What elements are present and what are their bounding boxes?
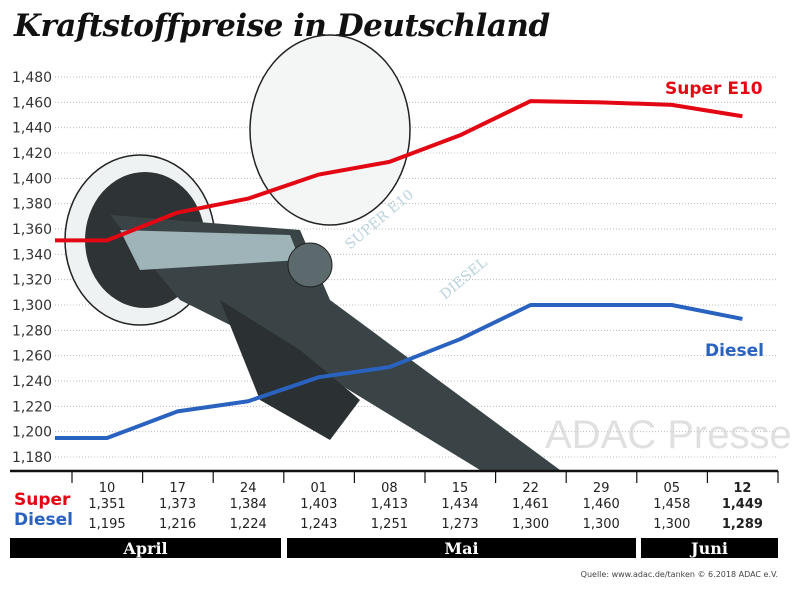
data-label: 1,373 <box>159 497 196 512</box>
data-label: 1,195 <box>88 517 125 532</box>
watermark: ADAC Presse <box>545 413 792 457</box>
data-label: 1,460 <box>583 497 620 512</box>
x-tick-label: 22 <box>522 481 539 496</box>
data-label: 1,243 <box>300 517 337 532</box>
y-tick-label: 1,240 <box>12 374 52 390</box>
data-label: 1,413 <box>371 497 408 512</box>
y-tick-label: 1,220 <box>12 399 52 415</box>
y-tick-label: 1,260 <box>12 349 52 365</box>
y-tick-label: 1,360 <box>12 222 52 238</box>
fuel-pump-illustration: SUPER E10 DIESEL <box>64 34 560 470</box>
y-tick-label: 1,400 <box>12 171 52 187</box>
x-tick-label: 24 <box>240 481 257 496</box>
legend-diesel: Diesel <box>705 341 764 361</box>
y-tick-label: 1,480 <box>12 70 52 86</box>
data-label: 1,289 <box>722 517 763 532</box>
month-bar <box>287 538 636 558</box>
data-label: 1,458 <box>653 497 690 512</box>
month-label: Mai <box>444 539 478 558</box>
month-label: April <box>122 539 167 558</box>
data-label: 1,403 <box>300 497 337 512</box>
chart-title: Kraftstoffpreise in Deutschland <box>14 8 550 44</box>
data-label: 1,434 <box>441 497 478 512</box>
x-tick-label: 15 <box>452 481 469 496</box>
month-bar <box>641 538 778 558</box>
y-tick-label: 1,200 <box>12 425 52 441</box>
x-tick-label: 29 <box>593 481 610 496</box>
y-tick-label: 1,300 <box>12 298 52 314</box>
data-label: 1,300 <box>583 517 620 532</box>
x-tick-label: 12 <box>733 481 751 496</box>
y-tick-label: 1,180 <box>12 450 52 466</box>
y-tick-label: 1,440 <box>12 121 52 137</box>
y-tick-label: 1,380 <box>12 197 52 213</box>
data-label: 1,300 <box>512 517 549 532</box>
x-tick-label: 05 <box>664 481 681 496</box>
data-label: 1,251 <box>371 517 408 532</box>
x-tick-label: 17 <box>169 481 186 496</box>
y-tick-label: 1,460 <box>12 95 52 111</box>
row-label: Diesel <box>14 510 73 530</box>
data-label: 1,449 <box>722 497 763 512</box>
x-tick-label: 10 <box>99 481 116 496</box>
source-note: Quelle: www.adac.de/tanken © 6.2018 ADAC… <box>580 570 778 579</box>
legend-super-e10: Super E10 <box>665 79 763 99</box>
x-tick-label: 08 <box>381 481 398 496</box>
data-label: 1,351 <box>88 497 125 512</box>
y-tick-label: 1,420 <box>12 146 52 162</box>
data-label: 1,461 <box>512 497 549 512</box>
y-tick-label: 1,320 <box>12 273 52 289</box>
data-label: 1,224 <box>230 517 267 532</box>
data-label: 1,384 <box>230 497 267 512</box>
month-label: Juni <box>689 539 728 558</box>
month-bar <box>10 538 281 558</box>
y-tick-label: 1,280 <box>12 323 52 339</box>
data-label: 1,300 <box>653 517 690 532</box>
data-label: 1,273 <box>441 517 478 532</box>
svg-text:DIESEL: DIESEL <box>437 255 490 303</box>
y-tick-label: 1,340 <box>12 247 52 263</box>
data-label: 1,216 <box>159 517 196 532</box>
x-tick-label: 01 <box>311 481 328 496</box>
row-label: Super <box>14 490 71 510</box>
